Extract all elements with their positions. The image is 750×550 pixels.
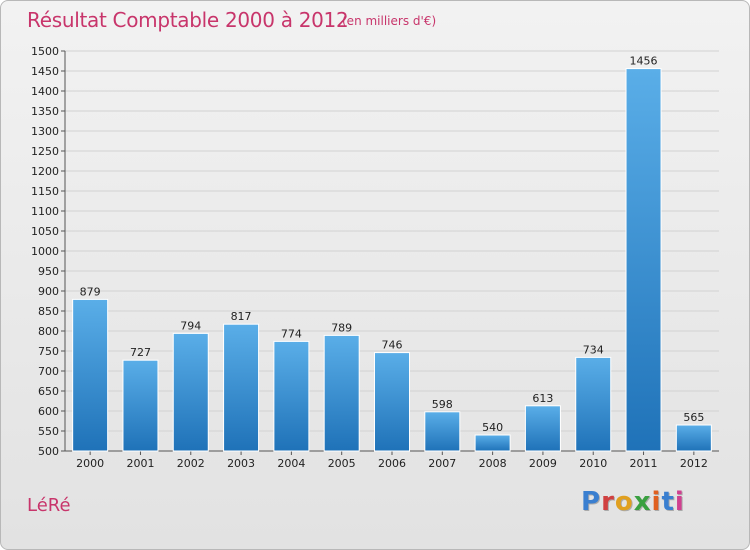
x-tick-label: 2012 [680, 457, 708, 470]
y-tick-label: 1300 [31, 125, 59, 138]
bar [172, 332, 209, 452]
y-tick-label: 1150 [31, 185, 59, 198]
logo-letter: o [614, 487, 634, 517]
logo-letter: P [581, 487, 602, 517]
y-tick-label: 1200 [31, 165, 59, 178]
x-tick-label: 2004 [277, 457, 305, 470]
proxiti-logo: Proxiti [581, 487, 685, 517]
x-tick-label: 2010 [579, 457, 607, 470]
logo-letter: i [674, 487, 685, 517]
logo-letter: x [633, 487, 652, 517]
y-tick-label: 900 [38, 285, 59, 298]
logo-letter: r [601, 487, 615, 517]
chart-title: Résultat Comptable 2000 à 2012 [27, 8, 349, 32]
x-tick-label: 2009 [529, 457, 557, 470]
bar-value-label: 746 [382, 339, 403, 352]
bar [72, 298, 109, 452]
bar-value-label: 817 [231, 310, 252, 323]
bar-value-label: 598 [432, 398, 453, 411]
y-tick-label: 800 [38, 325, 59, 338]
logo-letter: t [661, 487, 675, 517]
bar [675, 424, 712, 452]
labels: 879 727 794 817 774 789 746 598 540 613 734 1456 565 [80, 55, 705, 434]
bar-value-label: 789 [331, 321, 352, 334]
x-tick-label: 2006 [378, 457, 406, 470]
bar-value-label: 794 [180, 319, 201, 332]
bar [374, 352, 410, 452]
bars [72, 68, 712, 452]
bar-value-label: 613 [532, 392, 553, 405]
y-tick-label: 600 [38, 405, 59, 418]
chart-subtitle: (en milliers d'€) [342, 14, 437, 28]
x-tick-label: 2002 [177, 457, 205, 470]
bar [625, 68, 662, 452]
bar-value-label: 1456 [630, 55, 658, 68]
bar [223, 323, 260, 452]
bar [122, 359, 159, 452]
bar-value-label: 734 [583, 343, 604, 356]
y-tick-label: 1250 [31, 145, 59, 158]
bar [273, 340, 310, 452]
y-tick-label: 950 [38, 265, 59, 278]
x-tick-label: 2008 [479, 457, 507, 470]
y-tick-label: 1000 [31, 245, 59, 258]
y-tick-label: 750 [38, 345, 59, 358]
y-tick-label: 1400 [31, 85, 59, 98]
bar-value-label: 540 [482, 421, 503, 434]
x-tick-label: 2000 [76, 457, 104, 470]
y-tick-label: 500 [38, 445, 59, 458]
x-tick-label: 2003 [227, 457, 255, 470]
x-tick-label: 2001 [126, 457, 154, 470]
x-tick-label: 2011 [630, 457, 658, 470]
bar [524, 405, 561, 452]
y-tick-label: 550 [38, 425, 59, 438]
bar [575, 356, 612, 452]
y-tick-label: 1050 [31, 225, 59, 238]
y-tick-label: 700 [38, 365, 59, 378]
y-tick-label: 1500 [31, 45, 59, 58]
bar [323, 334, 360, 452]
y-tick-label: 1100 [31, 205, 59, 218]
bar-value-label: 727 [130, 346, 151, 359]
bar-value-label: 774 [281, 327, 302, 340]
logo-letter: i [651, 487, 662, 517]
bar [474, 434, 511, 452]
x-tick-label: 2005 [328, 457, 356, 470]
y-tick-label: 1350 [31, 105, 59, 118]
bar-value-label: 879 [80, 285, 101, 298]
y-tick-label: 850 [38, 305, 59, 318]
x-tick-label: 2007 [428, 457, 456, 470]
y-tick-label: 1450 [31, 65, 59, 78]
axes: 500 550 600 650 700 750 800 850 900 950 1000 1050 11… [31, 45, 719, 470]
place-name: LéRé [27, 495, 71, 516]
y-tick-label: 650 [38, 385, 59, 398]
bar-value-label: 565 [683, 411, 704, 424]
bar [424, 411, 461, 452]
